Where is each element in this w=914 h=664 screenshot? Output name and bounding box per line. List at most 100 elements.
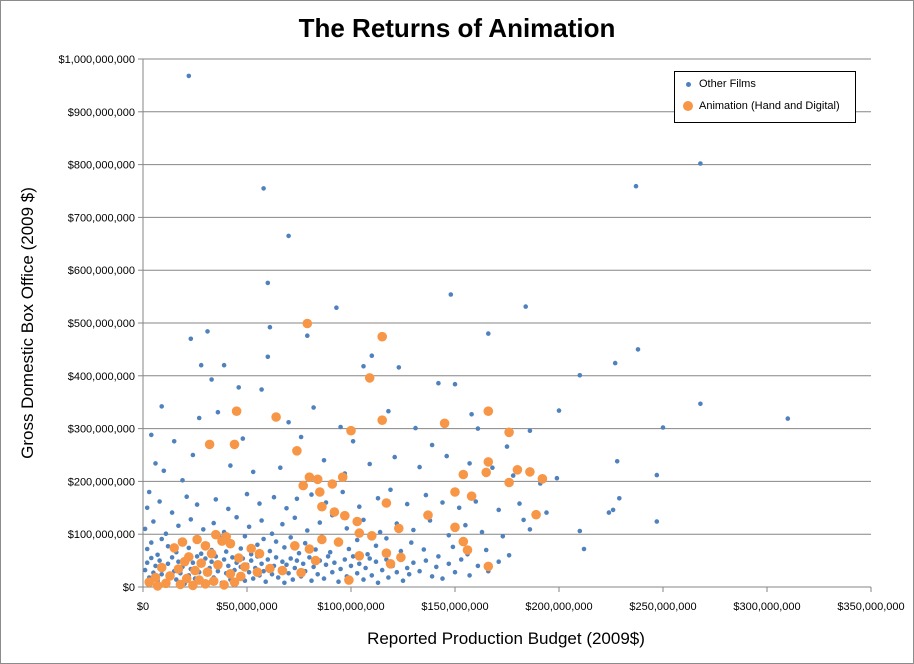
point-other-film <box>267 548 273 554</box>
point-other-film <box>176 523 181 529</box>
point-animation <box>367 531 377 541</box>
point-other-film <box>458 557 464 562</box>
point-other-film <box>463 522 468 528</box>
point-other-film <box>292 565 298 571</box>
point-other-film <box>286 233 291 239</box>
point-other-film <box>294 496 300 502</box>
point-other-film <box>294 558 300 563</box>
legend-label: Animation (Hand and Digital) <box>699 100 840 112</box>
point-animation <box>229 577 240 587</box>
point-other-film <box>413 425 418 431</box>
point-other-film <box>250 469 256 475</box>
x-tick-label: $200,000,000 <box>525 601 592 613</box>
point-other-film <box>469 412 474 417</box>
point-other-film <box>423 558 429 563</box>
point-other-film <box>375 496 381 501</box>
point-other-film <box>367 461 373 467</box>
point-animation <box>394 523 404 534</box>
point-other-film <box>456 505 462 511</box>
point-animation <box>337 472 348 483</box>
point-other-film <box>473 499 479 504</box>
point-other-film <box>398 548 404 554</box>
point-animation <box>504 427 514 438</box>
point-other-film <box>242 534 248 539</box>
point-animation <box>304 544 315 554</box>
point-other-film <box>169 510 175 515</box>
point-animation <box>317 534 327 545</box>
point-other-film <box>236 385 241 390</box>
point-animation <box>458 469 469 480</box>
point-other-film <box>521 517 526 523</box>
point-other-film <box>617 496 622 501</box>
x-axis-label: Reported Production Budget (2009$) <box>367 629 645 648</box>
point-other-film <box>194 554 200 559</box>
x-tick-label: $300,000,000 <box>733 601 800 613</box>
point-other-film <box>246 569 252 575</box>
point-other-film <box>213 497 219 502</box>
point-other-film <box>340 489 346 495</box>
point-other-film <box>186 545 192 551</box>
point-other-film <box>321 576 327 581</box>
point-other-film <box>336 579 341 584</box>
point-other-film <box>500 534 506 539</box>
point-other-film <box>369 353 375 359</box>
point-other-film <box>379 567 385 573</box>
point-animation <box>233 553 244 563</box>
point-other-film <box>230 555 235 560</box>
point-other-film <box>290 577 296 582</box>
x-tick-label: $150,000,000 <box>421 601 488 613</box>
point-animation <box>531 509 541 520</box>
point-other-film <box>338 424 343 430</box>
point-animation <box>144 577 154 587</box>
point-other-film <box>523 304 528 309</box>
point-other-film <box>221 362 227 368</box>
point-other-film <box>361 517 366 523</box>
point-other-film <box>332 560 337 565</box>
point-animation <box>423 510 433 520</box>
point-other-film <box>161 468 167 474</box>
point-other-film <box>250 576 256 581</box>
point-other-film <box>434 564 439 570</box>
point-animation <box>188 580 198 591</box>
point-other-film <box>296 550 302 556</box>
gridlines <box>143 58 871 535</box>
point-other-film <box>421 547 427 552</box>
point-other-film <box>257 501 262 506</box>
point-animation <box>292 446 302 456</box>
point-other-film <box>255 542 260 548</box>
point-other-film <box>309 578 314 583</box>
point-animation <box>439 418 450 429</box>
point-animation <box>200 579 211 589</box>
point-other-film <box>350 439 356 444</box>
point-other-film <box>221 557 227 562</box>
point-other-film <box>190 452 196 458</box>
x-tick-label: $100,000,000 <box>317 601 384 613</box>
point-other-film <box>400 578 406 583</box>
point-other-film <box>165 561 171 567</box>
point-animation <box>346 425 356 436</box>
point-animation <box>354 551 365 561</box>
point-other-film <box>612 360 618 366</box>
point-other-film <box>614 459 620 464</box>
point-animation <box>466 491 477 502</box>
point-other-film <box>479 529 485 535</box>
point-other-film <box>248 558 254 563</box>
point-animation <box>217 536 227 546</box>
point-other-film <box>211 520 216 526</box>
point-other-film <box>159 404 164 409</box>
point-other-film <box>367 556 373 561</box>
point-other-film <box>490 465 495 471</box>
point-other-film <box>223 549 229 554</box>
y-tick-label: $800,000,000 <box>68 160 135 172</box>
point-other-film <box>635 347 641 352</box>
point-other-film <box>292 515 298 521</box>
point-other-film <box>288 535 294 540</box>
point-other-film <box>429 574 435 579</box>
y-axis-label: Gross Domestic Box Office (2009 $) <box>18 187 37 459</box>
point-other-film <box>577 528 583 534</box>
point-other-film <box>259 518 264 523</box>
point-other-film <box>165 544 171 549</box>
point-other-film <box>446 561 452 567</box>
point-other-film <box>209 559 214 564</box>
point-other-film <box>517 501 522 506</box>
